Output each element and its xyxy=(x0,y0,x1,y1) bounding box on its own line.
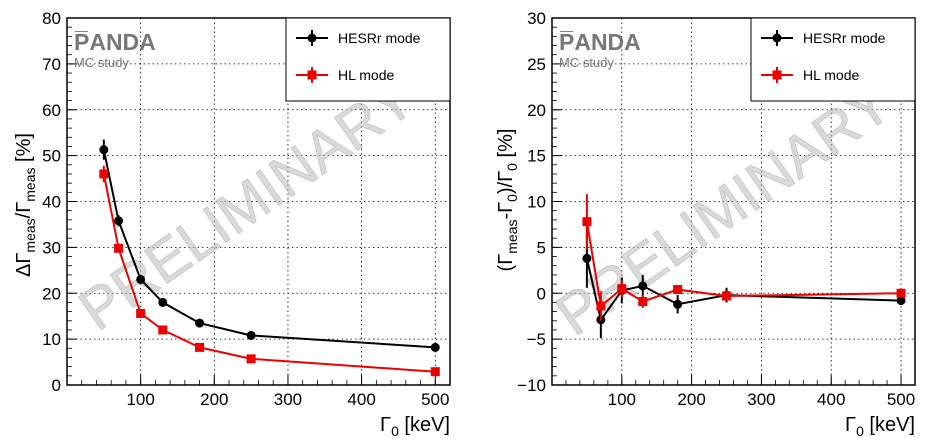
data-point xyxy=(722,291,732,301)
legend-marker xyxy=(307,70,317,80)
y-tick-label: 20 xyxy=(42,284,61,303)
x-tick-label: 200 xyxy=(200,390,228,409)
watermark: PRELIMINARY xyxy=(67,65,427,344)
panda-logo: P̅ANDA xyxy=(559,29,641,55)
y-tick-label: −10 xyxy=(517,376,546,395)
data-point xyxy=(246,354,256,364)
data-point xyxy=(582,217,592,227)
legend-label: HL mode xyxy=(338,67,395,83)
legend-label: HESRr mode xyxy=(803,30,886,46)
mc-study-note: MC study xyxy=(74,55,129,70)
y-tick-label: 20 xyxy=(527,101,546,120)
y-tick-label: 0 xyxy=(537,284,546,303)
data-point xyxy=(246,330,256,340)
y-tick-label: 40 xyxy=(42,193,61,212)
data-point xyxy=(430,342,440,352)
x-tick-label: 500 xyxy=(421,390,449,409)
y-axis-label: (Γmeas-Γ0)/Γ0 [%] xyxy=(495,129,520,272)
y-tick-label: 30 xyxy=(42,238,61,257)
data-series xyxy=(582,194,906,339)
data-point xyxy=(896,288,906,298)
mc-study-note: MC study xyxy=(559,55,614,70)
y-tick-label: 25 xyxy=(527,55,546,74)
x-axis-label: Γ0 [keV] xyxy=(380,414,450,439)
axis-ticks: −10 −5 0 5 10 15 20 25 30 100 200 300 400 500 xyxy=(517,9,915,409)
x-tick-label: 500 xyxy=(887,390,915,409)
y-tick-label: 60 xyxy=(42,101,61,120)
data-point xyxy=(673,285,683,295)
data-point xyxy=(114,243,124,253)
y-tick-label: 10 xyxy=(527,193,546,212)
axis-ticks: 0 10 20 30 40 50 60 70 80 100 200 300 400 500 xyxy=(42,9,449,409)
x-axis-label: Γ0 [keV] xyxy=(845,414,915,439)
x-tick-label: 300 xyxy=(274,390,302,409)
legend-box xyxy=(285,17,451,102)
data-series xyxy=(99,139,440,377)
data-point xyxy=(638,297,648,307)
data-point xyxy=(638,281,648,291)
legend-box xyxy=(750,17,916,102)
data-point xyxy=(136,274,146,284)
legend-label: HESRr mode xyxy=(338,30,421,46)
data-point xyxy=(673,299,683,309)
grid-lines xyxy=(67,18,450,385)
data-point xyxy=(430,367,440,377)
legend-label: HL mode xyxy=(803,67,860,83)
data-point xyxy=(582,253,592,263)
legend-marker xyxy=(772,70,782,80)
data-point xyxy=(99,145,109,155)
panda-logo: P̅ANDA xyxy=(74,29,156,55)
legend-marker xyxy=(772,33,782,43)
x-tick-label: 100 xyxy=(608,390,636,409)
y-tick-label: −5 xyxy=(527,330,546,349)
legend: HESRr mode HL mode xyxy=(750,17,916,102)
legend: HESRr mode HL mode xyxy=(285,17,451,102)
grid-lines xyxy=(552,18,915,385)
y-tick-label: 15 xyxy=(527,147,546,166)
x-tick-label: 400 xyxy=(817,390,845,409)
data-point xyxy=(195,342,205,352)
y-tick-label: 50 xyxy=(42,147,61,166)
data-point xyxy=(617,284,627,294)
y-tick-label: 0 xyxy=(52,376,61,395)
y-tick-label: 5 xyxy=(537,238,546,257)
y-axis-label: ΔΓmeas/Γmeas [%] xyxy=(13,133,38,277)
x-tick-label: 400 xyxy=(347,390,375,409)
data-point xyxy=(136,308,146,318)
data-point xyxy=(99,169,109,179)
y-tick-label: 80 xyxy=(42,9,61,28)
data-point xyxy=(158,325,168,335)
watermark-text: PRELIMINARY xyxy=(68,65,427,343)
x-tick-label: 100 xyxy=(126,390,154,409)
data-point xyxy=(896,296,906,306)
y-tick-label: 70 xyxy=(42,55,61,74)
x-tick-label: 200 xyxy=(677,390,705,409)
data-point xyxy=(114,216,124,226)
data-point xyxy=(596,301,606,311)
x-tick-label: 300 xyxy=(747,390,775,409)
y-tick-label: 10 xyxy=(42,330,61,349)
data-point xyxy=(195,318,205,328)
y-tick-label: 30 xyxy=(527,9,546,28)
left-chart-panel: 0 10 20 30 40 50 60 70 80 100 200 300 400 500 PRELIMI… xyxy=(13,9,451,439)
data-point xyxy=(158,297,168,307)
legend-marker xyxy=(307,33,317,43)
